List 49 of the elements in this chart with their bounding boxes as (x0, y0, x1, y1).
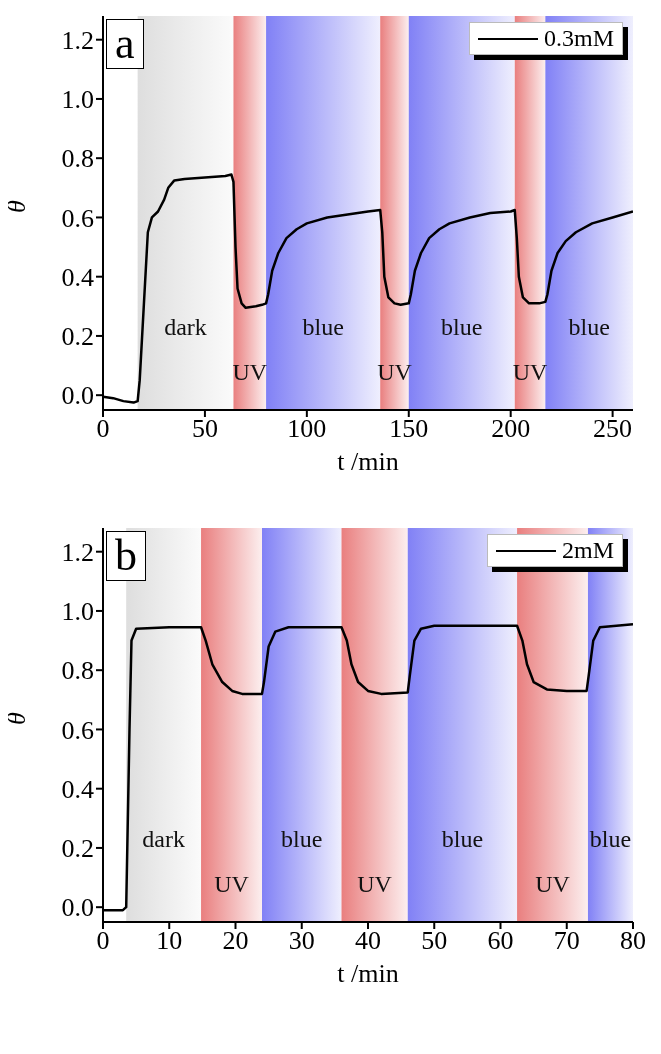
band-label: dark (164, 314, 207, 340)
y-tick-label: 1.2 (61, 537, 94, 567)
x-tick-label: 100 (287, 414, 327, 444)
band-label: UV (214, 871, 250, 897)
band-label: blue (441, 314, 483, 340)
x-tick-label: 0 (96, 926, 110, 956)
y-tick-label: 0.6 (61, 715, 94, 745)
y-tick-label: 0.8 (61, 656, 94, 686)
band-label: blue (281, 826, 323, 852)
x-tick-label: 150 (389, 414, 429, 444)
band-label: UV (535, 871, 571, 897)
band-label: UV (512, 359, 549, 385)
y-tick-label: 0.8 (61, 144, 94, 174)
y-tick-label: 0.4 (61, 774, 94, 804)
x-tick-label: 50 (191, 414, 218, 444)
legend-label: 2mM (561, 537, 614, 564)
chart-title: b (106, 531, 146, 581)
x-axis-title: t /min (337, 447, 399, 476)
x-tick-label: 20 (222, 926, 249, 956)
band-label: dark (142, 826, 185, 852)
x-tick-label: 0 (96, 414, 110, 444)
x-tick-label: 60 (487, 926, 514, 956)
y-tick-label: 1.2 (61, 25, 94, 55)
x-tick-label: 50 (421, 926, 448, 956)
band-label: UV (377, 359, 413, 385)
x-tick-label: 30 (288, 926, 315, 956)
x-tick-label: 40 (355, 926, 381, 956)
y-tick-label: 0.0 (61, 893, 94, 923)
y-tick-label: 0.4 (61, 262, 94, 292)
band-label: UV (232, 359, 268, 385)
band-label: blue (589, 826, 632, 852)
chart-title: a (106, 19, 144, 69)
x-tick-label: 70 (553, 926, 580, 956)
y-tick-label: 0.0 (61, 381, 94, 411)
x-axis-title: t /min (337, 959, 399, 988)
y-tick-label: 0.2 (61, 322, 94, 352)
y-tick-label: 1.0 (61, 597, 94, 627)
x-tick-label: 200 (491, 414, 531, 444)
y-tick-label: 1.0 (61, 85, 94, 115)
x-tick-label: 10 (156, 926, 183, 956)
legend-label: 0.3mM (543, 25, 614, 52)
y-tick-label: 0.2 (61, 834, 94, 864)
y-tick-label: 0.6 (61, 203, 94, 233)
band-label: UV (357, 871, 393, 897)
band-label: blue (441, 826, 484, 852)
x-tick-label: 80 (620, 926, 646, 956)
band-label: blue (568, 314, 610, 340)
band-label: blue (302, 314, 344, 340)
x-tick-label: 250 (593, 414, 633, 444)
